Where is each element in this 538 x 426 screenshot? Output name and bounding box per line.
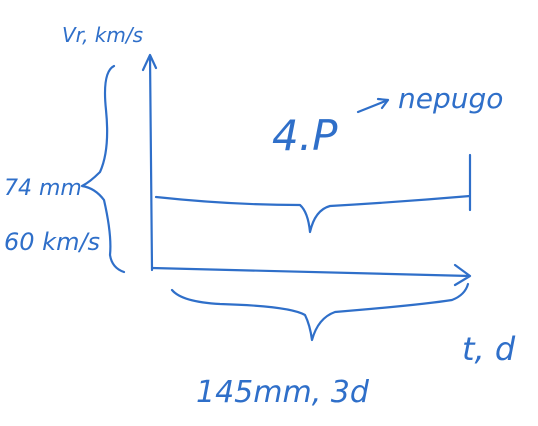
x-axis-label: t, d (462, 330, 516, 368)
period-symbol: 4.P (272, 111, 338, 160)
height-value: 60 km/s (4, 228, 100, 256)
period-word: nepugo (398, 82, 503, 115)
sketch: Vr, km/s 4.P nepugo 74 mm 60 km/s t, d 1… (0, 0, 538, 426)
height-mm: 74 mm (4, 176, 82, 201)
width-label: 145mm, 3d (196, 375, 370, 410)
background (0, 0, 538, 426)
y-axis-label: Vr, km/s (62, 23, 143, 47)
